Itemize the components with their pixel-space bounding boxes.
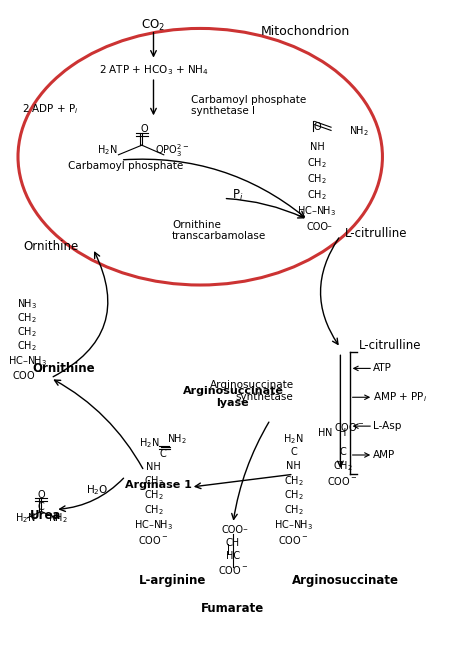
Text: Ornithine: Ornithine <box>23 240 78 253</box>
Text: Arginase 1: Arginase 1 <box>126 480 192 490</box>
Text: O: O <box>140 124 148 133</box>
Text: CH$_2$: CH$_2$ <box>284 474 303 488</box>
Text: 2 ATP + HCO$_3$ + NH$_4$: 2 ATP + HCO$_3$ + NH$_4$ <box>99 63 209 77</box>
Text: CH$_2$: CH$_2$ <box>333 459 353 473</box>
Text: L-Asp: L-Asp <box>373 421 401 431</box>
Text: Arginosuccinate
lyase: Arginosuccinate lyase <box>182 386 283 408</box>
Text: COO$^-$: COO$^-$ <box>328 475 358 487</box>
Text: C: C <box>159 449 166 459</box>
Text: L-citrulline: L-citrulline <box>345 227 408 240</box>
Text: $^-$: $^-$ <box>325 223 332 232</box>
Text: Carbamoyl phosphate
synthetase I: Carbamoyl phosphate synthetase I <box>191 94 306 116</box>
Text: COO$^-$: COO$^-$ <box>335 421 365 433</box>
Text: O: O <box>37 490 45 499</box>
Text: COO$^-$: COO$^-$ <box>218 564 248 576</box>
Text: HC–NH$_3$: HC–NH$_3$ <box>298 204 337 218</box>
Text: C: C <box>290 447 297 457</box>
Text: H$_2$N: H$_2$N <box>283 432 304 446</box>
Text: CH$_2$: CH$_2$ <box>284 488 303 502</box>
Text: CH$_2$: CH$_2$ <box>307 188 327 202</box>
Text: CH$_2$: CH$_2$ <box>307 156 327 170</box>
Text: NH$_2$: NH$_2$ <box>167 432 187 446</box>
Text: H$_2$N: H$_2$N <box>97 144 117 157</box>
Text: N: N <box>325 428 332 437</box>
Text: COO$^-$: COO$^-$ <box>278 534 309 545</box>
Text: ATP: ATP <box>373 364 392 373</box>
Text: Fumarate: Fumarate <box>201 602 264 615</box>
Text: Mitochondrion: Mitochondrion <box>261 25 350 38</box>
Text: L-citrulline: L-citrulline <box>359 340 421 353</box>
Text: H$_2$O: H$_2$O <box>86 483 109 497</box>
Text: NH: NH <box>310 142 324 152</box>
Text: H$_2$N: H$_2$N <box>138 437 159 450</box>
Text: HC–NH$_3$: HC–NH$_3$ <box>134 518 173 532</box>
Text: P$_i$: P$_i$ <box>232 188 243 203</box>
Text: Ornithine
transcarbamolase: Ornithine transcarbamolase <box>172 220 266 241</box>
Text: CH$_2$: CH$_2$ <box>284 503 303 517</box>
Text: NH$_2$: NH$_2$ <box>349 124 369 138</box>
Text: O: O <box>313 122 321 132</box>
Text: CH$_2$: CH$_2$ <box>18 325 37 340</box>
Text: CH$_2$: CH$_2$ <box>144 474 164 488</box>
Text: NH: NH <box>286 461 301 471</box>
Text: COO$^-$: COO$^-$ <box>138 534 169 545</box>
Text: Urea: Urea <box>30 509 62 522</box>
Text: 2 ADP + P$_i$: 2 ADP + P$_i$ <box>22 102 79 116</box>
Text: CO$_2$: CO$_2$ <box>142 17 165 33</box>
Text: C: C <box>38 502 45 512</box>
Text: CH$_2$: CH$_2$ <box>144 488 164 502</box>
Text: COO: COO <box>306 223 328 232</box>
Text: Arginosuccinate: Arginosuccinate <box>292 574 399 587</box>
Text: AMP + PP$_i$: AMP + PP$_i$ <box>373 390 427 404</box>
Text: H$_2$N: H$_2$N <box>15 512 35 525</box>
Text: CH: CH <box>226 538 240 548</box>
Text: NH: NH <box>146 462 161 472</box>
Text: NH$_2$: NH$_2$ <box>48 512 68 525</box>
Text: Arginosuccinate
synthetase: Arginosuccinate synthetase <box>210 380 294 402</box>
Text: CH$_2$: CH$_2$ <box>18 311 37 325</box>
Text: C: C <box>339 447 346 457</box>
Text: COO: COO <box>222 525 244 535</box>
Text: NH$_3$: NH$_3$ <box>17 298 37 311</box>
Text: $^-$: $^-$ <box>241 525 248 534</box>
Text: CH$_2$: CH$_2$ <box>307 172 327 186</box>
Text: Carbamoyl phosphate: Carbamoyl phosphate <box>68 161 183 171</box>
Text: HC–NH$_3$: HC–NH$_3$ <box>8 354 47 367</box>
Text: CH$_2$: CH$_2$ <box>144 503 164 517</box>
Text: HC: HC <box>226 551 240 562</box>
Text: CH$_2$: CH$_2$ <box>18 340 37 353</box>
Text: OPO$_3^{2-}$: OPO$_3^{2-}$ <box>155 142 189 159</box>
Text: HC–NH$_3$: HC–NH$_3$ <box>274 518 313 532</box>
Text: COO$^-$: COO$^-$ <box>12 369 43 381</box>
Text: L-arginine: L-arginine <box>138 574 206 587</box>
Text: Ornithine: Ornithine <box>32 362 95 375</box>
Text: H: H <box>318 428 325 437</box>
Text: AMP: AMP <box>373 450 395 460</box>
Text: H: H <box>339 428 346 437</box>
